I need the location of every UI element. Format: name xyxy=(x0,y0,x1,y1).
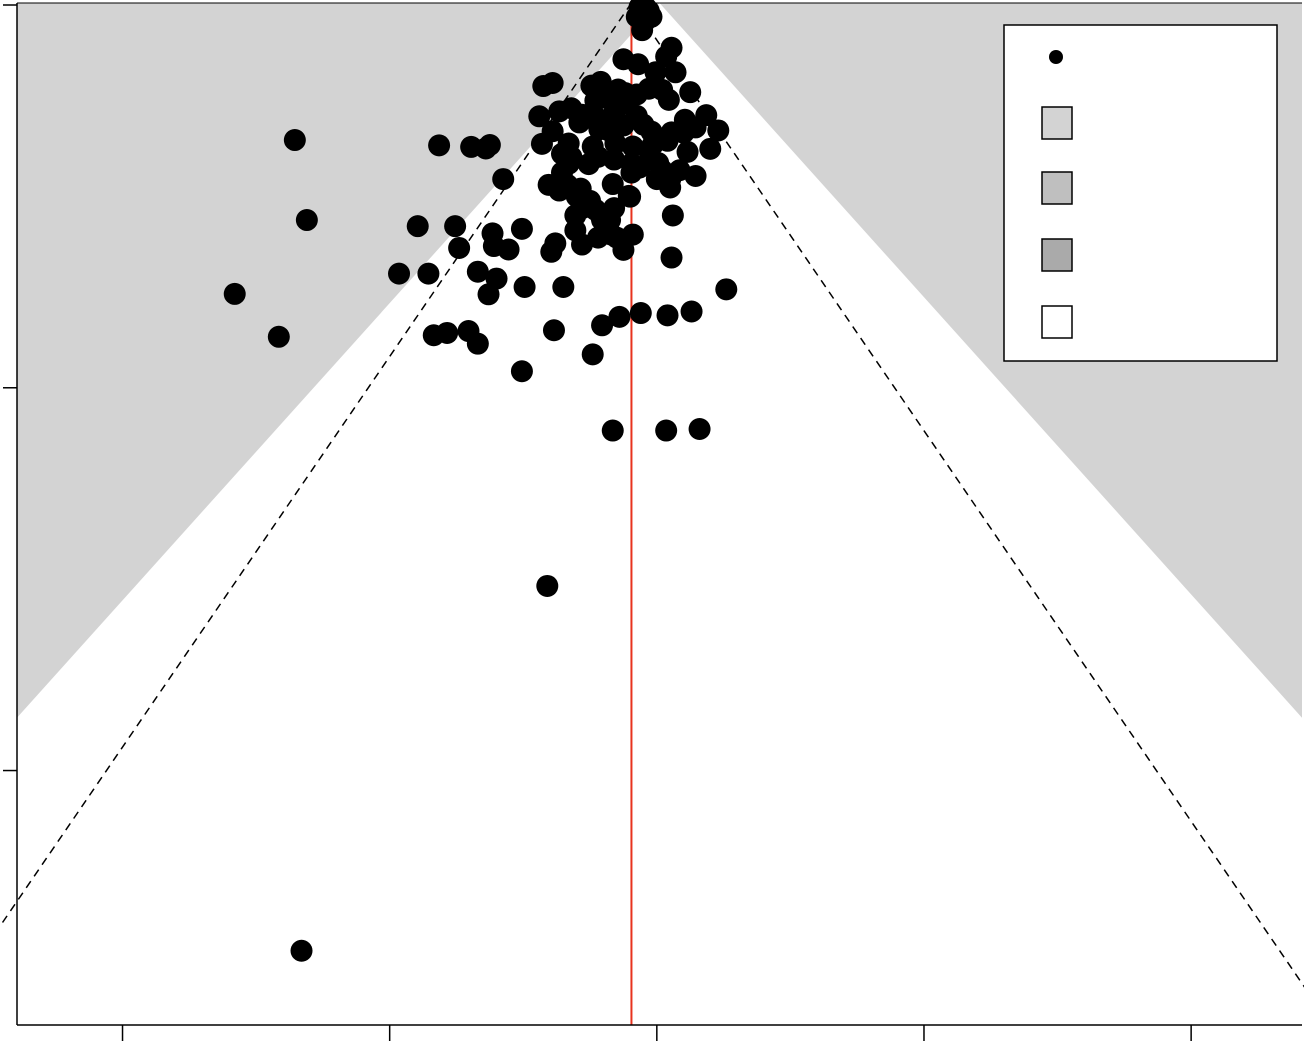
legend-point-symbol xyxy=(1049,50,1063,64)
data-point xyxy=(542,319,565,342)
data-point xyxy=(528,105,551,128)
data-point xyxy=(627,53,650,76)
data-point xyxy=(474,137,497,160)
data-point xyxy=(290,939,313,962)
data-point xyxy=(656,304,679,327)
data-point xyxy=(612,238,635,261)
data-point xyxy=(568,111,591,134)
data-point xyxy=(591,314,614,337)
data-point xyxy=(540,240,563,263)
data-point xyxy=(661,204,684,227)
dashed-funnel-lines xyxy=(0,2,1304,988)
data-point xyxy=(406,215,429,238)
data-point xyxy=(612,114,635,137)
data-point xyxy=(444,215,467,238)
data-point xyxy=(601,419,624,442)
data-point xyxy=(629,302,652,325)
data-point xyxy=(422,324,445,347)
data-point xyxy=(283,129,306,152)
data-point xyxy=(601,173,624,196)
data-point xyxy=(707,119,730,142)
data-point xyxy=(600,223,623,246)
plot-frame xyxy=(16,2,1302,1026)
data-point xyxy=(699,137,722,160)
data-point xyxy=(620,161,643,184)
legend-swatch xyxy=(1041,305,1073,339)
data-point xyxy=(715,278,738,301)
legend-swatch xyxy=(1041,106,1073,140)
data-point xyxy=(530,132,553,155)
data-point xyxy=(688,418,711,441)
data-point xyxy=(448,236,471,259)
data-point xyxy=(510,217,533,240)
data-point xyxy=(466,260,489,283)
data-point xyxy=(603,148,626,171)
data-point xyxy=(581,343,604,366)
band-99 xyxy=(0,3,1304,1025)
data-point xyxy=(684,165,707,188)
data-point xyxy=(497,238,520,261)
data-point xyxy=(223,282,246,305)
data-point xyxy=(676,140,699,163)
data-point xyxy=(466,332,489,355)
data-point xyxy=(536,574,559,597)
data-point xyxy=(577,153,600,176)
data-point xyxy=(644,61,667,84)
data-point xyxy=(608,305,631,328)
data-point xyxy=(679,81,702,104)
data-point xyxy=(680,300,703,323)
data-point xyxy=(548,100,571,123)
data-point xyxy=(532,75,555,98)
data-point xyxy=(659,168,682,191)
axes xyxy=(3,4,1192,1041)
data-point xyxy=(656,129,679,152)
data-point xyxy=(664,61,687,84)
data-point xyxy=(492,168,515,191)
data-point xyxy=(548,179,571,202)
data-point xyxy=(428,134,451,157)
data-point xyxy=(552,276,575,299)
data-point xyxy=(267,325,290,348)
data-point xyxy=(295,209,318,232)
data-point xyxy=(584,89,607,112)
data-point xyxy=(660,246,683,269)
data-point xyxy=(604,132,627,155)
legend-swatch xyxy=(1041,238,1073,272)
legend xyxy=(1003,24,1278,362)
data-point xyxy=(657,88,680,111)
legend-swatch xyxy=(1041,171,1073,205)
data-point xyxy=(655,419,678,442)
data-point xyxy=(477,283,500,306)
data-point xyxy=(619,185,642,208)
data-point xyxy=(388,262,411,285)
data-point xyxy=(631,19,654,42)
data-point xyxy=(510,360,533,383)
dashed-line-left xyxy=(0,2,633,928)
dashed-line-right xyxy=(630,2,1304,988)
data-points xyxy=(223,0,738,962)
data-point xyxy=(571,233,594,256)
data-point xyxy=(621,135,644,158)
data-point xyxy=(513,276,536,299)
data-point xyxy=(417,262,440,285)
